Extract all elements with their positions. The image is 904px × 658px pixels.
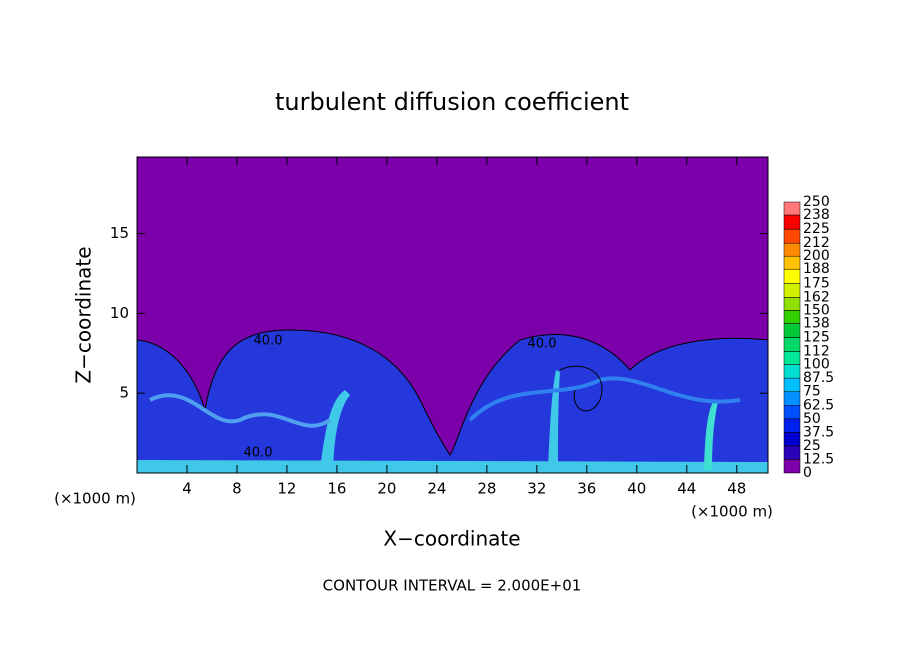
x-tick-label: 28	[477, 480, 496, 498]
colorbar-segment	[783, 337, 801, 352]
colorbar-label: 162	[803, 289, 830, 305]
x-tick-label: 4	[182, 480, 192, 498]
field-region	[137, 460, 768, 473]
colorbar-segment	[783, 377, 801, 392]
contour-label: 40.0	[254, 334, 283, 349]
colorbar-segment	[783, 459, 801, 474]
colorbar-segment	[783, 228, 801, 244]
x-tick-label: 16	[327, 480, 346, 498]
x-axis-label: X−coordinate	[383, 527, 520, 551]
colorbar-label: 250	[803, 194, 830, 210]
colorbar-segment	[783, 201, 801, 216]
colorbar-segment	[783, 323, 801, 338]
colorbar-label: 25	[803, 438, 821, 454]
colorbar-label: 0	[803, 465, 812, 481]
colorbar-label: 62.5	[803, 397, 834, 413]
colorbar-segment	[783, 445, 801, 460]
colorbar-label: 37.5	[803, 424, 834, 440]
colorbar-label: 175	[803, 275, 830, 291]
field	[136, 329, 769, 474]
x-tick-label: 24	[427, 480, 446, 498]
colorbar-segment	[783, 268, 801, 284]
field-region	[136, 329, 769, 474]
y-tick-label: 10	[110, 304, 129, 322]
x-tick-label: 40	[627, 480, 646, 498]
colorbar-segment	[783, 283, 801, 298]
colorbar-label: 138	[803, 315, 830, 331]
y-axis-label: Z−coordinate	[72, 246, 96, 383]
colorbar-label: 87.5	[803, 370, 834, 386]
colorbar-segment	[783, 364, 801, 379]
x-tick-label: 12	[277, 480, 296, 498]
colorbar-label: 100	[803, 357, 830, 373]
colorbar-segment	[783, 418, 801, 433]
x-unit: (×1000 m)	[54, 490, 136, 508]
contour-line	[559, 365, 603, 412]
y-tick-label: 5	[119, 384, 129, 402]
colorbar-label: 112	[803, 344, 830, 360]
colorbar-label: 212	[803, 235, 830, 251]
field-region	[320, 390, 350, 470]
contour-label: 40.0	[528, 337, 557, 352]
field-streak	[149, 393, 332, 428]
contour-label: 40.0	[244, 446, 273, 461]
colorbar-label: 225	[803, 221, 830, 237]
colorbar-segment	[783, 255, 801, 270]
x-tick-label: 20	[377, 480, 396, 498]
y-tick-label: 15	[110, 224, 129, 242]
plot-frame	[136, 156, 769, 474]
colorbar-segment	[783, 310, 801, 324]
colorbar-label: 125	[803, 330, 830, 346]
colorbar-segment	[783, 391, 801, 406]
colorbar-label: 75	[803, 384, 821, 400]
field-region	[704, 400, 718, 470]
footer: CONTOUR INTERVAL = 2.000E+01	[323, 577, 582, 595]
colorbar-segment	[783, 405, 801, 420]
colorbar-segment	[783, 242, 801, 257]
colorbar-label: 50	[803, 411, 821, 427]
x-tick-label: 8	[232, 480, 242, 498]
colorbar-label: 150	[803, 302, 830, 318]
colorbar-label: 12.5	[803, 451, 834, 467]
x-tick-label: 44	[677, 480, 696, 498]
x-unit: (×1000 m)	[691, 503, 773, 521]
x-tick-label: 48	[727, 480, 746, 498]
colorbar-segment	[783, 297, 801, 311]
x-tick-label: 36	[577, 480, 596, 498]
colorbar-label: 200	[803, 248, 830, 264]
field-region	[548, 370, 560, 470]
colorbar-segment	[783, 214, 801, 230]
chart-title: turbulent diffusion coefficient	[275, 88, 629, 116]
x-tick-label: 32	[527, 480, 546, 498]
colorbar-label: 188	[803, 261, 830, 277]
colorbar-segment	[783, 432, 801, 447]
colorbar-segment	[783, 351, 801, 365]
colorbar-label: 238	[803, 207, 830, 223]
